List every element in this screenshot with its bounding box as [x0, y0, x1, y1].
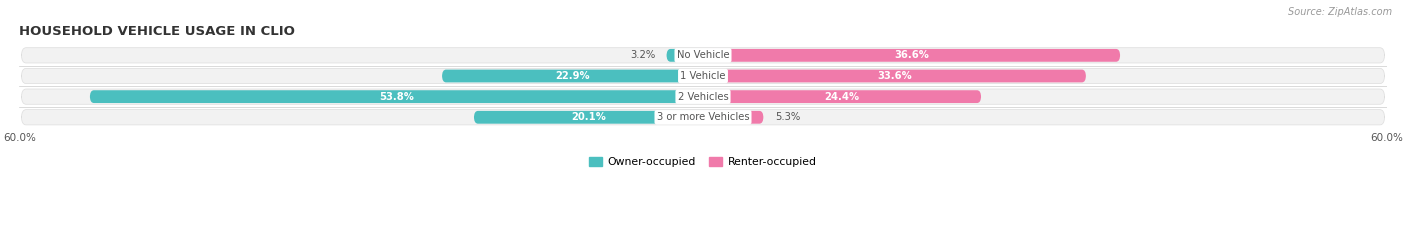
FancyBboxPatch shape — [21, 48, 1385, 63]
Text: Source: ZipAtlas.com: Source: ZipAtlas.com — [1288, 7, 1392, 17]
Text: 33.6%: 33.6% — [877, 71, 912, 81]
Text: 53.8%: 53.8% — [380, 92, 413, 102]
FancyBboxPatch shape — [441, 70, 703, 82]
Legend: Owner-occupied, Renter-occupied: Owner-occupied, Renter-occupied — [585, 153, 821, 171]
FancyBboxPatch shape — [666, 49, 703, 62]
FancyBboxPatch shape — [90, 90, 703, 103]
FancyBboxPatch shape — [474, 111, 703, 124]
Text: 36.6%: 36.6% — [894, 50, 929, 60]
Text: No Vehicle: No Vehicle — [676, 50, 730, 60]
FancyBboxPatch shape — [703, 90, 981, 103]
Text: HOUSEHOLD VEHICLE USAGE IN CLIO: HOUSEHOLD VEHICLE USAGE IN CLIO — [20, 25, 295, 38]
Text: 3 or more Vehicles: 3 or more Vehicles — [657, 112, 749, 122]
Text: 24.4%: 24.4% — [824, 92, 859, 102]
FancyBboxPatch shape — [703, 70, 1085, 82]
FancyBboxPatch shape — [703, 111, 763, 124]
FancyBboxPatch shape — [21, 68, 1385, 84]
Text: 20.1%: 20.1% — [571, 112, 606, 122]
FancyBboxPatch shape — [21, 89, 1385, 104]
Text: 5.3%: 5.3% — [775, 112, 800, 122]
Text: 22.9%: 22.9% — [555, 71, 591, 81]
Text: 2 Vehicles: 2 Vehicles — [678, 92, 728, 102]
FancyBboxPatch shape — [21, 110, 1385, 125]
FancyBboxPatch shape — [703, 49, 1121, 62]
Text: 3.2%: 3.2% — [630, 50, 655, 60]
Text: 1 Vehicle: 1 Vehicle — [681, 71, 725, 81]
